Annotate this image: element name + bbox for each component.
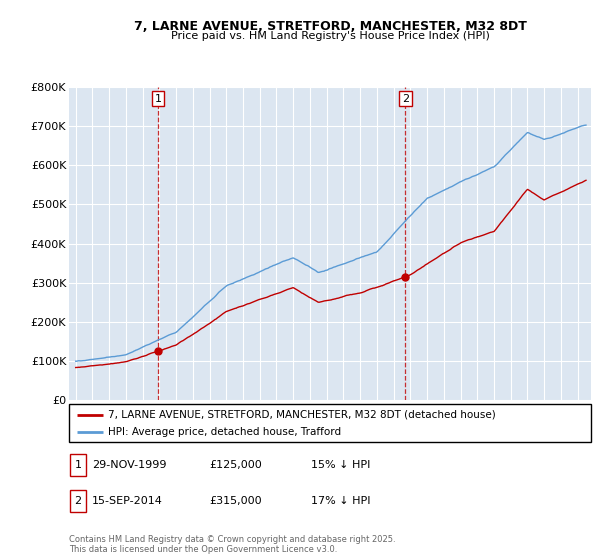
Text: £125,000: £125,000 xyxy=(209,460,262,470)
Text: 2: 2 xyxy=(74,496,82,506)
Text: 17% ↓ HPI: 17% ↓ HPI xyxy=(311,496,370,506)
Text: 15-SEP-2014: 15-SEP-2014 xyxy=(92,496,163,506)
Text: Price paid vs. HM Land Registry's House Price Index (HPI): Price paid vs. HM Land Registry's House … xyxy=(170,31,490,41)
Text: HPI: Average price, detached house, Trafford: HPI: Average price, detached house, Traf… xyxy=(108,427,341,437)
Text: 29-NOV-1999: 29-NOV-1999 xyxy=(92,460,166,470)
Text: 2: 2 xyxy=(402,94,409,104)
Text: 7, LARNE AVENUE, STRETFORD, MANCHESTER, M32 8DT: 7, LARNE AVENUE, STRETFORD, MANCHESTER, … xyxy=(134,20,526,32)
Text: £315,000: £315,000 xyxy=(209,496,262,506)
Text: 7, LARNE AVENUE, STRETFORD, MANCHESTER, M32 8DT (detached house): 7, LARNE AVENUE, STRETFORD, MANCHESTER, … xyxy=(108,409,496,419)
Text: 1: 1 xyxy=(74,460,82,470)
Text: Contains HM Land Registry data © Crown copyright and database right 2025.
This d: Contains HM Land Registry data © Crown c… xyxy=(69,535,395,554)
Text: 15% ↓ HPI: 15% ↓ HPI xyxy=(311,460,370,470)
Text: 1: 1 xyxy=(155,94,161,104)
